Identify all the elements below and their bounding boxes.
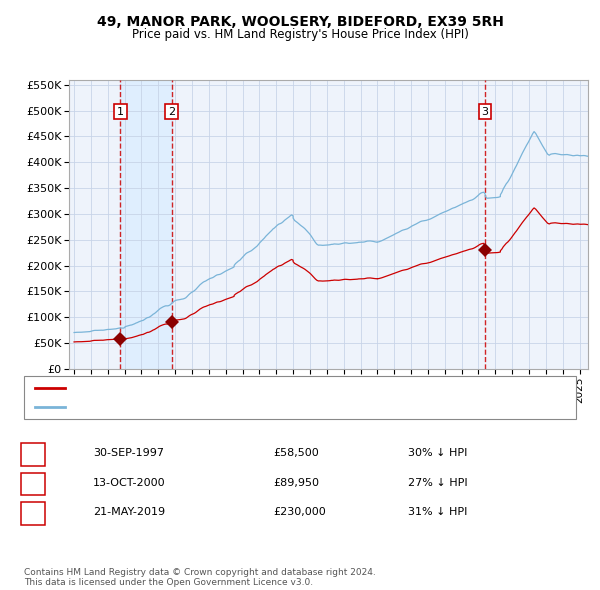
Text: HPI: Average price, detached house, Torridge: HPI: Average price, detached house, Torr…: [71, 402, 306, 412]
Bar: [121, 80, 172, 369]
Text: 30% ↓ HPI: 30% ↓ HPI: [408, 448, 467, 458]
Text: 49, MANOR PARK, WOOLSERY, BIDEFORD, EX39 5RH (detached house): 49, MANOR PARK, WOOLSERY, BIDEFORD, EX39…: [71, 384, 438, 394]
Text: 2: 2: [29, 478, 37, 487]
Text: 1: 1: [29, 448, 37, 458]
Text: 3: 3: [481, 107, 488, 117]
Text: 31% ↓ HPI: 31% ↓ HPI: [408, 507, 467, 517]
Text: 13-OCT-2000: 13-OCT-2000: [93, 478, 166, 487]
Text: £230,000: £230,000: [273, 507, 326, 517]
Text: 2: 2: [168, 107, 175, 117]
Text: 30-SEP-1997: 30-SEP-1997: [93, 448, 164, 458]
Text: Contains HM Land Registry data © Crown copyright and database right 2024.
This d: Contains HM Land Registry data © Crown c…: [24, 568, 376, 587]
Text: 3: 3: [29, 507, 37, 517]
Text: 27% ↓ HPI: 27% ↓ HPI: [408, 478, 467, 487]
Text: £58,500: £58,500: [273, 448, 319, 458]
Text: 49, MANOR PARK, WOOLSERY, BIDEFORD, EX39 5RH: 49, MANOR PARK, WOOLSERY, BIDEFORD, EX39…: [97, 15, 503, 29]
Text: 21-MAY-2019: 21-MAY-2019: [93, 507, 165, 517]
Text: 1: 1: [117, 107, 124, 117]
Text: £89,950: £89,950: [273, 478, 319, 487]
Text: Price paid vs. HM Land Registry's House Price Index (HPI): Price paid vs. HM Land Registry's House …: [131, 28, 469, 41]
